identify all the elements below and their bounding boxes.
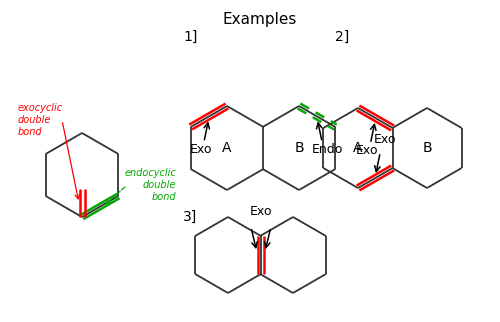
Text: Exo: Exo — [374, 133, 396, 146]
Text: A: A — [353, 141, 363, 155]
Text: exocyclic
double
bond: exocyclic double bond — [18, 103, 62, 137]
Text: B: B — [294, 141, 304, 155]
Text: B: B — [422, 141, 432, 155]
Text: A: A — [222, 141, 232, 155]
Text: Examples: Examples — [223, 12, 297, 27]
Text: Exo: Exo — [250, 205, 272, 218]
Text: 1]: 1] — [183, 30, 198, 44]
Text: 3]: 3] — [183, 210, 197, 224]
Text: Exo: Exo — [356, 144, 378, 157]
Text: endocyclic
double
bond: endocyclic double bond — [124, 168, 176, 202]
Text: 2]: 2] — [335, 30, 349, 44]
Text: Exo: Exo — [190, 143, 212, 156]
Text: Endo: Endo — [312, 143, 343, 156]
